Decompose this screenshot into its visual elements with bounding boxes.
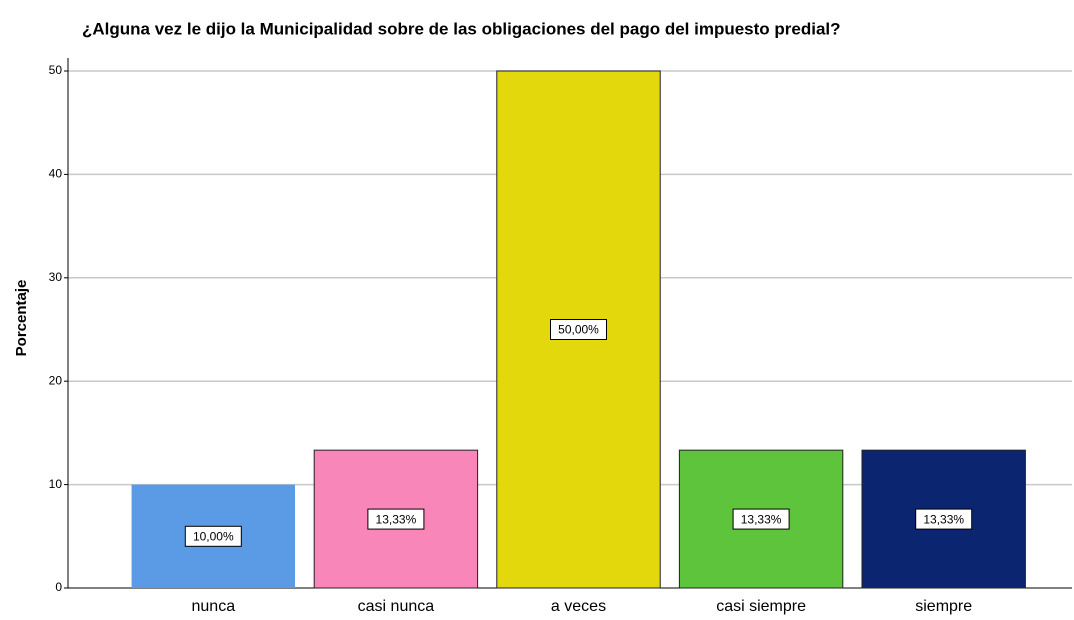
value-label: 13,33% — [923, 512, 964, 526]
x-tick-label: casi siempre — [716, 598, 806, 615]
y-axis-label: Porcentaje — [13, 280, 30, 357]
value-label: 13,33% — [741, 512, 782, 526]
value-label-box — [184, 525, 242, 547]
y-tick-label: 0 — [55, 580, 62, 594]
chart-title: ¿Alguna vez le dijo la Municipalidad sob… — [82, 19, 841, 38]
y-tick-label: 40 — [49, 167, 63, 181]
value-label: 50,00% — [558, 323, 599, 337]
value-label-box — [915, 508, 973, 530]
value-label: 13,33% — [376, 512, 417, 526]
value-label: 10,00% — [193, 529, 234, 543]
x-tick-label: casi nunca — [358, 598, 435, 615]
value-label-box — [550, 319, 607, 340]
x-tick-label: siempre — [915, 598, 972, 615]
x-tick-label: nunca — [192, 598, 236, 615]
y-tick-label: 30 — [49, 270, 63, 284]
y-tick-label: 20 — [49, 373, 63, 387]
x-tick-label: a veces — [551, 598, 606, 615]
y-tick-label: 10 — [49, 477, 63, 491]
y-tick-label: 50 — [49, 63, 63, 77]
value-label-box — [367, 508, 425, 530]
value-label-box — [732, 508, 790, 530]
